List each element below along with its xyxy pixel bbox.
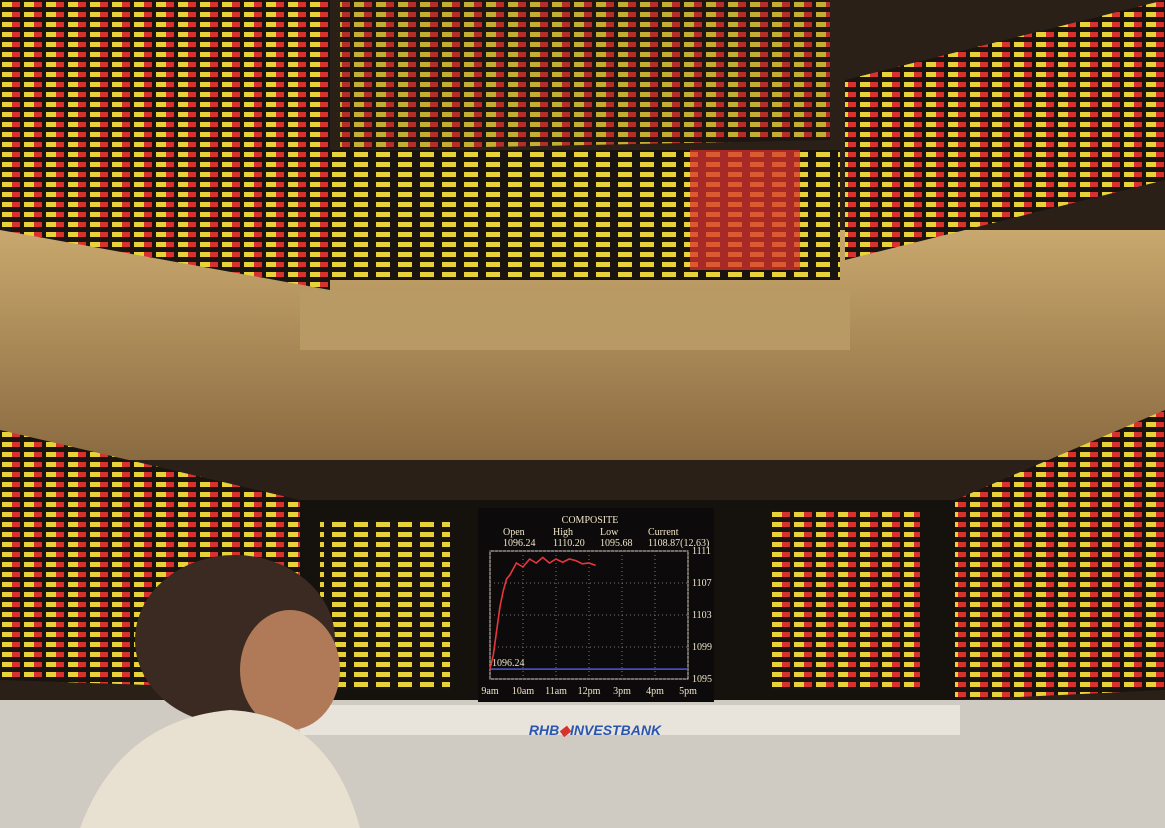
y-tick-label: 1095 (692, 674, 712, 685)
stat-label: High (553, 527, 573, 538)
sign-brand: RHB (529, 722, 559, 738)
beam (300, 290, 850, 350)
x-tick-label: 4pm (646, 686, 664, 697)
y-tick-label: 1107 (692, 578, 712, 589)
stat-label: Open (503, 527, 525, 538)
x-tick-label: 9am (481, 686, 498, 697)
lower-board-panel (770, 510, 920, 690)
man-face (240, 610, 340, 730)
reference-label: 1096.24 (492, 658, 525, 669)
x-tick-label: 5pm (679, 686, 697, 697)
x-tick-label: 11am (545, 686, 567, 697)
page: RHB◆INVESTBANK COMPOSITE Open1096.24High… (0, 0, 1165, 828)
chart-title: COMPOSITE (562, 515, 619, 526)
stat-value: 1096.24 (503, 538, 536, 549)
y-tick-label: 1103 (692, 610, 712, 621)
photo: RHB◆INVESTBANK COMPOSITE Open1096.24High… (0, 0, 1165, 828)
stat-label: Current (648, 527, 679, 538)
stat-value: 1095.68 (600, 538, 633, 549)
y-tick-label: 1111 (692, 546, 711, 557)
top-board (340, 0, 830, 150)
upper-red-block (690, 150, 800, 270)
x-tick-label: 12pm (578, 686, 601, 697)
x-tick-label: 3pm (613, 686, 631, 697)
sign: RHB◆INVESTBANK (529, 722, 662, 738)
stat-label: Low (600, 527, 619, 538)
stat-value: 1110.20 (553, 538, 585, 549)
sign-name: INVESTBANK (570, 722, 662, 738)
x-tick-label: 10am (512, 686, 534, 697)
y-tick-label: 1099 (692, 642, 712, 653)
